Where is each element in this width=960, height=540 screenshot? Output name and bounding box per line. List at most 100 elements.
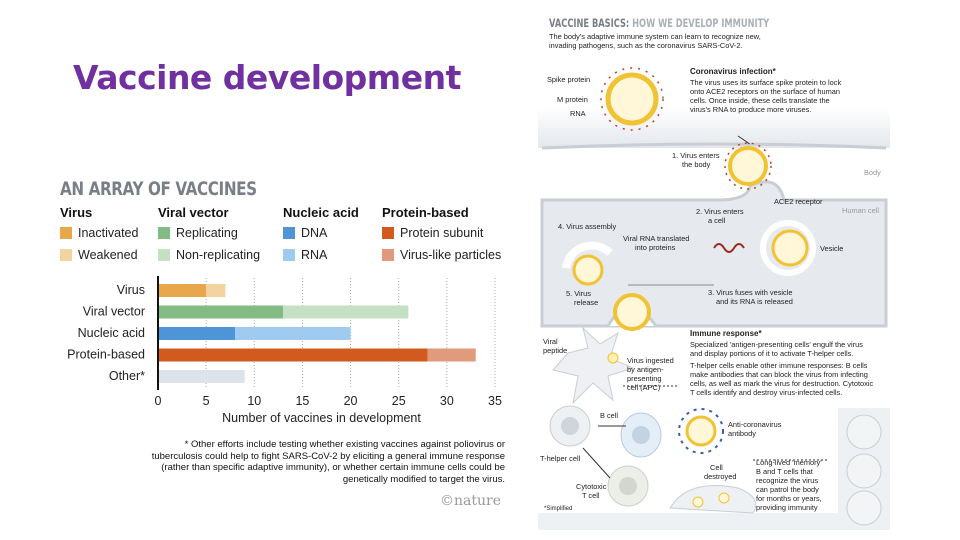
legend-swatch (382, 249, 394, 261)
virus-icon (600, 67, 664, 131)
diagram-label-cd2: destroyed (704, 472, 737, 481)
diagram-label-cd1: Cell (710, 463, 723, 472)
diagram-label-rna: RNA (570, 109, 586, 118)
diagram-label-inf1: The virus uses its surface spike protein… (690, 78, 842, 87)
diagram-label-im6: T cells identify and destroy virus-infec… (690, 388, 843, 397)
legend-swatch (60, 249, 72, 261)
category-label: Virus (117, 283, 145, 297)
rna-strand-icon (713, 243, 745, 253)
legend-item: DNA (283, 226, 327, 240)
diagram-label-apc2: by antigen- (627, 365, 664, 374)
diagram-label-ace2: ACE2 receptor (774, 197, 823, 206)
apc-cell-icon (552, 326, 635, 405)
diagram-label-apc1: Virus ingested (627, 356, 674, 365)
diagram-label-body: Body (864, 168, 881, 177)
bar-segment-protein-subunit (158, 348, 428, 362)
legend-label: Non-replicating (176, 248, 261, 262)
diagram-label-inf2: onto ACE2 receptors on the surface of hu… (690, 87, 840, 96)
legend-label: Replicating (176, 226, 238, 240)
x-tick-label: 30 (440, 394, 454, 408)
diagram-label-spike: Spike protein (547, 75, 591, 84)
diagram-label-inf3: cells. Once inside, these cells translat… (690, 96, 830, 105)
x-tick-label: 5 (203, 394, 210, 408)
diagram-label-s5a: 5. Virus (566, 289, 591, 298)
legend-swatch (283, 249, 295, 261)
bar-segment-replicating (158, 305, 284, 319)
x-tick-label: 0 (155, 394, 162, 408)
diagram-label-simplified: *Simplified (544, 506, 573, 512)
bar-segment-weakened (206, 284, 226, 297)
legend-label: Inactivated (78, 226, 139, 240)
diagram-label-vp1: Viral (543, 337, 558, 346)
diagram-label-subtitle1: The body's adaptive immune system can le… (549, 32, 761, 41)
chart-footnote: * Other efforts include testing whether … (151, 439, 505, 485)
x-tick-label: 20 (344, 394, 358, 408)
diagram-label-im3: T-helper cells enable other immune respo… (690, 361, 868, 370)
diagram-label-mem4: can patrol the body (756, 485, 819, 494)
cytotoxic-t-cell-icon (607, 465, 649, 507)
x-axis-label: Number of vaccines in development (222, 411, 421, 425)
diagram-label-tr2: into proteins (635, 243, 676, 252)
memory-cell-icon (846, 414, 882, 526)
legend-group-title: Viral vector (158, 205, 229, 220)
bar-chart: 0 5 10 15 20 25 30 35 Virus Viral vector Nucleic a… (67, 276, 502, 425)
bar-segment-inactivated (158, 284, 207, 297)
legend-label: Protein subunit (400, 226, 484, 240)
title-part-b: HOW WE DEVELOP IMMUNITY (629, 16, 770, 30)
legend-label: Virus-like particles (400, 248, 502, 262)
diagram-label-mprot: M protein (557, 95, 588, 104)
diagram-label-subtitle2: invading pathogens, such as the coronavi… (549, 41, 743, 50)
diagram-label-s4: 4. Virus assembly (558, 222, 617, 231)
vaccine-basics-diagram: VACCINE BASICS: HOW WE DEVELOP IMMUNITY … (538, 8, 890, 530)
destroyed-cell-icon (669, 485, 757, 514)
x-tick-label: 25 (392, 394, 406, 408)
diagram-label-mem2: B and T cells that (756, 467, 813, 476)
legend-label: RNA (301, 248, 328, 262)
diagram-label-cyt1: Cytotoxic (576, 482, 607, 491)
diagram-label-mem1: Long-lived 'memory' (756, 458, 822, 467)
diagram-label-mem5: for months or years, (756, 494, 822, 503)
legend-item: Non-replicating (158, 248, 260, 262)
legend-item: Weakened (60, 248, 138, 262)
bar-segment-non-replicating (283, 305, 409, 319)
diagram-label-mem3: recognize the virus (756, 476, 819, 485)
nature-credit: ©nature (440, 493, 501, 509)
category-label: Protein-based (67, 348, 145, 362)
legend-item: Replicating (158, 226, 238, 240)
legend-swatch (60, 227, 72, 239)
virus-icon (613, 293, 651, 331)
diagram-label-vp2: peptide (543, 346, 568, 355)
category-label: Other* (109, 369, 145, 383)
diagram-label-mem6: providing immunity (756, 503, 818, 512)
legend-item: RNA (283, 248, 327, 262)
category-label: Nucleic acid (78, 326, 145, 340)
diagram-label-vesicle: Vesicle (820, 244, 844, 253)
diagram-label-s1b: the body (682, 160, 711, 169)
diagram-label-apc3: presenting (627, 374, 662, 383)
vesicle-icon (760, 220, 816, 276)
bar-segment-other (158, 370, 245, 383)
virus-icon (724, 142, 772, 190)
antibody-virus-icon (678, 408, 724, 454)
legend-group-title: Virus (60, 205, 93, 220)
diagram-label-cyt2: T cell (582, 491, 600, 500)
diagram-label-bcell: B cell (600, 411, 619, 420)
legend-item: Protein subunit (382, 226, 483, 240)
legend-group-title: Protein-based (382, 205, 469, 220)
diagram-label-s2b: a cell (708, 216, 726, 225)
legend-label: DNA (301, 226, 328, 240)
slide-title: Vaccine development (73, 58, 461, 97)
diagram-label-s3a: 3. Virus fuses with vesicle (708, 288, 793, 297)
diagram-label-inf_h: Coronavirus infection* (690, 67, 776, 76)
diagram-label-im4: make antibodies that can block the virus… (690, 370, 868, 379)
diagram-label-im5: cells, as well as mark the virus for des… (690, 379, 874, 388)
assembly-icon (562, 241, 613, 286)
diagram-label-inf4: virus's RNA to produce more viruses. (690, 105, 812, 114)
diagram-label-s5b: release (574, 298, 599, 307)
diagram-label-s2a: 2. Virus enters (696, 207, 744, 216)
legend-swatch (158, 227, 170, 239)
diagram-label-im1: Specialized 'antigen-presenting cells' e… (690, 340, 863, 349)
diagram-label-s1a: 1. Virus enters (672, 151, 720, 160)
bar-segment-rna (235, 327, 351, 340)
diagram-label-ab1: Anti-coronavirus (728, 420, 782, 429)
